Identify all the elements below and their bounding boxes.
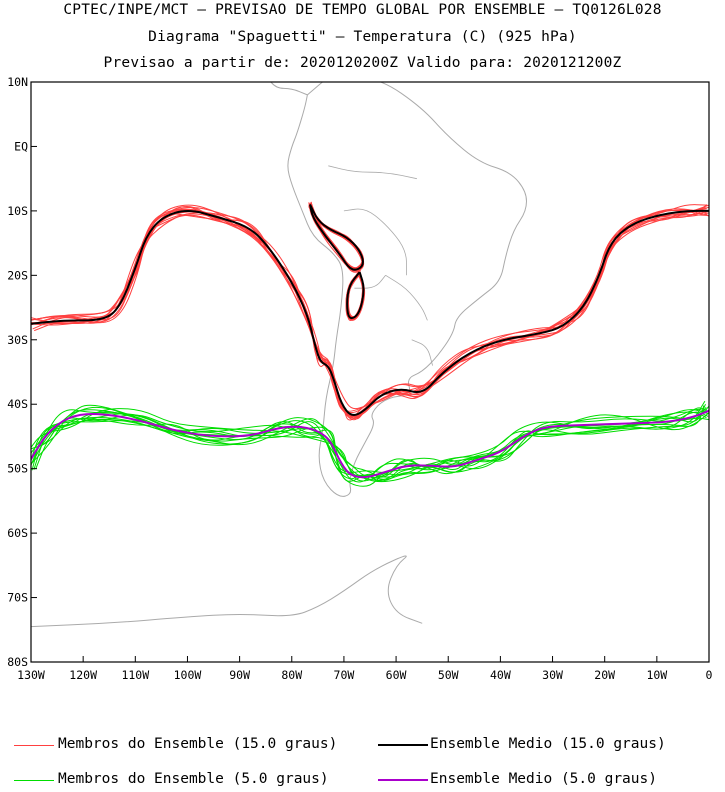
ensemble-members [31, 201, 709, 487]
ensemble-member-curve [31, 209, 709, 419]
ensemble-member-curve [310, 203, 364, 272]
ensemble-mean-curve [309, 203, 364, 271]
x-tick-label: 10W [646, 668, 667, 682]
country-border [328, 165, 417, 180]
ensemble-member-curve [31, 208, 707, 410]
ensemble-mean-curve [31, 409, 709, 479]
ensemble-member-curve [31, 204, 709, 417]
country-border [411, 339, 433, 366]
legend-swatch-mean-15 [378, 744, 428, 746]
forecast-validity-line: Previsao a partir de: 2020120200Z Valido… [103, 55, 622, 71]
ensemble-member-curve [31, 209, 708, 417]
y-tick-label: 60S [7, 526, 28, 540]
country-border [385, 274, 428, 321]
ensemble-member-curve [308, 202, 364, 273]
ensemble-means [31, 203, 709, 479]
axis-ticks: 130W 120W 110W 100W 90W 80W 70W 60W 50W 40W 30W 20W… [7, 75, 712, 682]
y-tick-label: 10S [7, 204, 28, 218]
y-tick-label: EQ [14, 139, 28, 153]
ensemble-member-curve [34, 206, 709, 421]
x-tick-label: 50W [438, 668, 459, 682]
legend-swatch-member-15 [14, 745, 54, 746]
ensemble-member-curve [31, 204, 708, 412]
country-border [343, 208, 407, 276]
y-tick-label: 40S [7, 397, 28, 411]
x-tick-label: 40W [490, 668, 511, 682]
y-tick-label: 10N [7, 75, 28, 89]
ensemble-member-curve [308, 202, 365, 270]
chart-title: CPTEC/INPE/MCT – PREVISAO DE TEMPO GLOBA… [63, 2, 662, 18]
x-tick-label: 0 [706, 668, 713, 682]
ensemble-member-curve [31, 206, 709, 418]
ensemble-member-curve [308, 204, 365, 272]
legend-label-member-15: Membros do Ensemble (15.0 graus) [58, 736, 338, 752]
ensemble-member-curve [310, 202, 364, 270]
ensemble-mean-curve [346, 271, 365, 320]
legend-label-mean-5: Ensemble Medio (5.0 graus) [430, 771, 657, 787]
ensemble-member-curve [310, 202, 365, 272]
coastline [270, 82, 308, 96]
y-tick-label: 30S [7, 333, 28, 347]
x-tick-label: 80W [281, 668, 302, 682]
legend-label-member-5: Membros do Ensemble (5.0 graus) [58, 771, 329, 787]
ensemble-member-curve [34, 204, 708, 417]
ensemble-member-curve [308, 202, 363, 270]
ensemble-member-curve [31, 204, 709, 421]
ensemble-member-curve [31, 400, 706, 483]
antarctica-coastline [31, 555, 423, 628]
y-tick-label: 20S [7, 268, 28, 282]
ensemble-member-curve [308, 202, 363, 270]
coastline [287, 82, 528, 497]
x-tick-label: 20W [594, 668, 615, 682]
ensemble-member-curve [31, 206, 709, 419]
x-tick-label: 90W [229, 668, 250, 682]
ensemble-member-curve [308, 205, 364, 270]
chart-subtitle: Diagrama "Spaguetti" – Temperatura (C) (… [148, 29, 577, 45]
y-tick-label: 70S [7, 591, 28, 605]
ensemble-member-curve [32, 206, 706, 414]
legend-swatch-mean-5 [378, 779, 428, 781]
ensemble-member-curve [308, 205, 363, 269]
coastline-map [31, 82, 528, 628]
x-tick-label: 30W [542, 668, 563, 682]
x-tick-label: 120W [69, 668, 97, 682]
x-tick-label: 130W [17, 668, 45, 682]
ensemble-mean-curve [31, 209, 709, 416]
x-tick-label: 60W [386, 668, 407, 682]
y-tick-label: 80S [7, 655, 28, 669]
x-tick-label: 70W [334, 668, 355, 682]
ensemble-member-curve [31, 411, 709, 478]
country-border [354, 275, 386, 289]
x-tick-label: 110W [121, 668, 149, 682]
legend-label-mean-15: Ensemble Medio (15.0 graus) [430, 736, 666, 752]
ensemble-member-curve [31, 411, 707, 482]
x-tick-label: 100W [174, 668, 202, 682]
plot-frame [30, 81, 710, 663]
y-tick-label: 50S [7, 462, 28, 476]
legend-swatch-member-5 [14, 780, 54, 781]
